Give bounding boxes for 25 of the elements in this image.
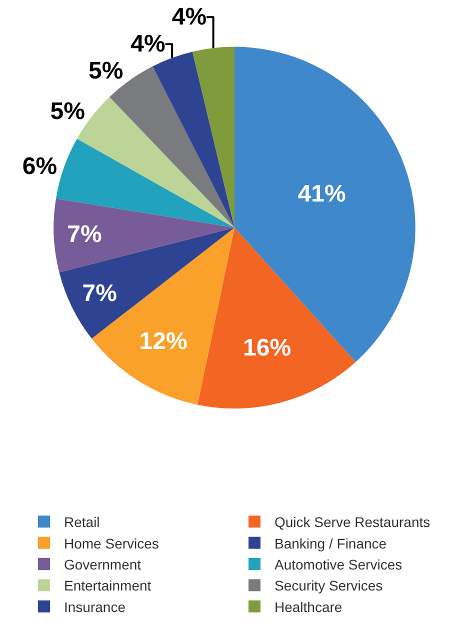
data-label: 4% <box>172 4 207 31</box>
legend-label: Insurance <box>64 598 126 615</box>
pie-slice <box>54 198 234 272</box>
legend-label: Healthcare <box>274 598 342 615</box>
data-label: 4% <box>130 30 166 58</box>
pie-slice <box>198 228 356 408</box>
pie-slice <box>152 52 234 228</box>
data-label: 6% <box>22 152 58 180</box>
legend-label: Home Services <box>64 535 159 552</box>
data-label: 7% <box>67 220 102 248</box>
legend-label: Entertainment <box>64 578 152 594</box>
legend-label: Banking / Finance <box>274 535 387 552</box>
legend-label: Quick Serve Restaurants <box>274 514 430 530</box>
data-label: 5% <box>50 98 85 126</box>
data-label: 7% <box>82 280 117 308</box>
legend-label: Automotive Services <box>274 556 402 572</box>
data-label: 5% <box>88 58 124 85</box>
data-label: 16% <box>242 334 292 362</box>
legend-label: Security Services <box>274 578 383 594</box>
pie-slice <box>234 46 416 362</box>
data-label: 41% <box>298 180 346 208</box>
legend-label: Retail <box>64 514 100 530</box>
pie-slice <box>192 46 234 228</box>
legend-label: Government <box>64 556 142 572</box>
data-label: 12% <box>139 328 188 356</box>
